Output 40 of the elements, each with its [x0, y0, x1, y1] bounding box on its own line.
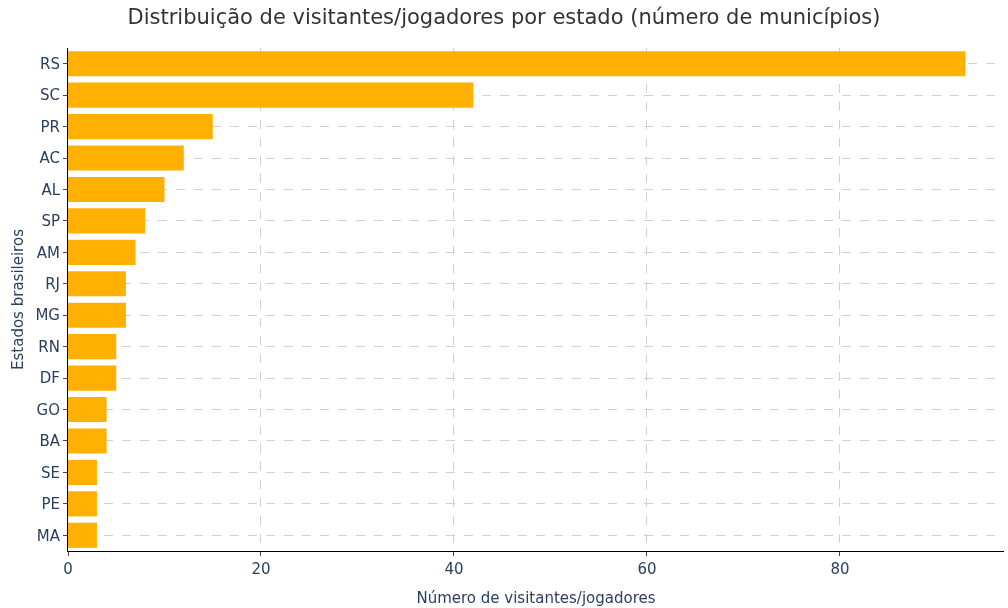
- y-tick-label: BA: [39, 432, 61, 451]
- bar: [68, 365, 117, 391]
- y-tick-label: AM: [36, 243, 60, 262]
- y-tick-label: SC: [40, 86, 60, 105]
- y-tick-label: SP: [41, 212, 60, 231]
- bar: [68, 396, 107, 423]
- y-tick-label: RJ: [45, 275, 60, 294]
- bar: [68, 208, 146, 234]
- y-tick-label: MA: [36, 526, 61, 545]
- chart-title: Distribuição de visitantes/jogadores por estado (número de municípios): [127, 4, 881, 29]
- y-tick-label: AC: [39, 149, 60, 168]
- bar: [68, 302, 126, 328]
- bar: [68, 522, 97, 548]
- y-tick-label: RS: [40, 54, 60, 73]
- bar: [68, 82, 474, 108]
- x-tick-label: 0: [63, 560, 73, 578]
- bar: [68, 428, 107, 454]
- bar: [68, 51, 966, 77]
- y-tick-label: PR: [40, 117, 60, 136]
- bar: [68, 176, 165, 203]
- y-tick-label: AL: [41, 180, 61, 199]
- y-tick-label: MG: [35, 306, 60, 325]
- x-axis-title: Número de visitantes/jogadores: [416, 589, 656, 607]
- x-tick-label: 40: [444, 560, 464, 578]
- y-tick-label: DF: [39, 369, 60, 388]
- bar: [68, 145, 184, 171]
- y-tick-label: GO: [36, 400, 60, 419]
- x-tick-label: 20: [251, 560, 271, 578]
- y-axis-title: Estados brasileiros: [8, 228, 27, 370]
- bar: [68, 114, 213, 140]
- x-tick-label: 60: [637, 560, 657, 578]
- bar: [68, 271, 126, 297]
- bar: [68, 239, 136, 265]
- y-tick-label: RN: [38, 337, 60, 356]
- x-tick-label: 80: [830, 560, 850, 578]
- bar: [68, 459, 97, 485]
- y-tick-label: SE: [41, 463, 60, 482]
- y-tick-label: PE: [41, 495, 60, 514]
- bar: [68, 491, 97, 517]
- bar: [68, 334, 117, 360]
